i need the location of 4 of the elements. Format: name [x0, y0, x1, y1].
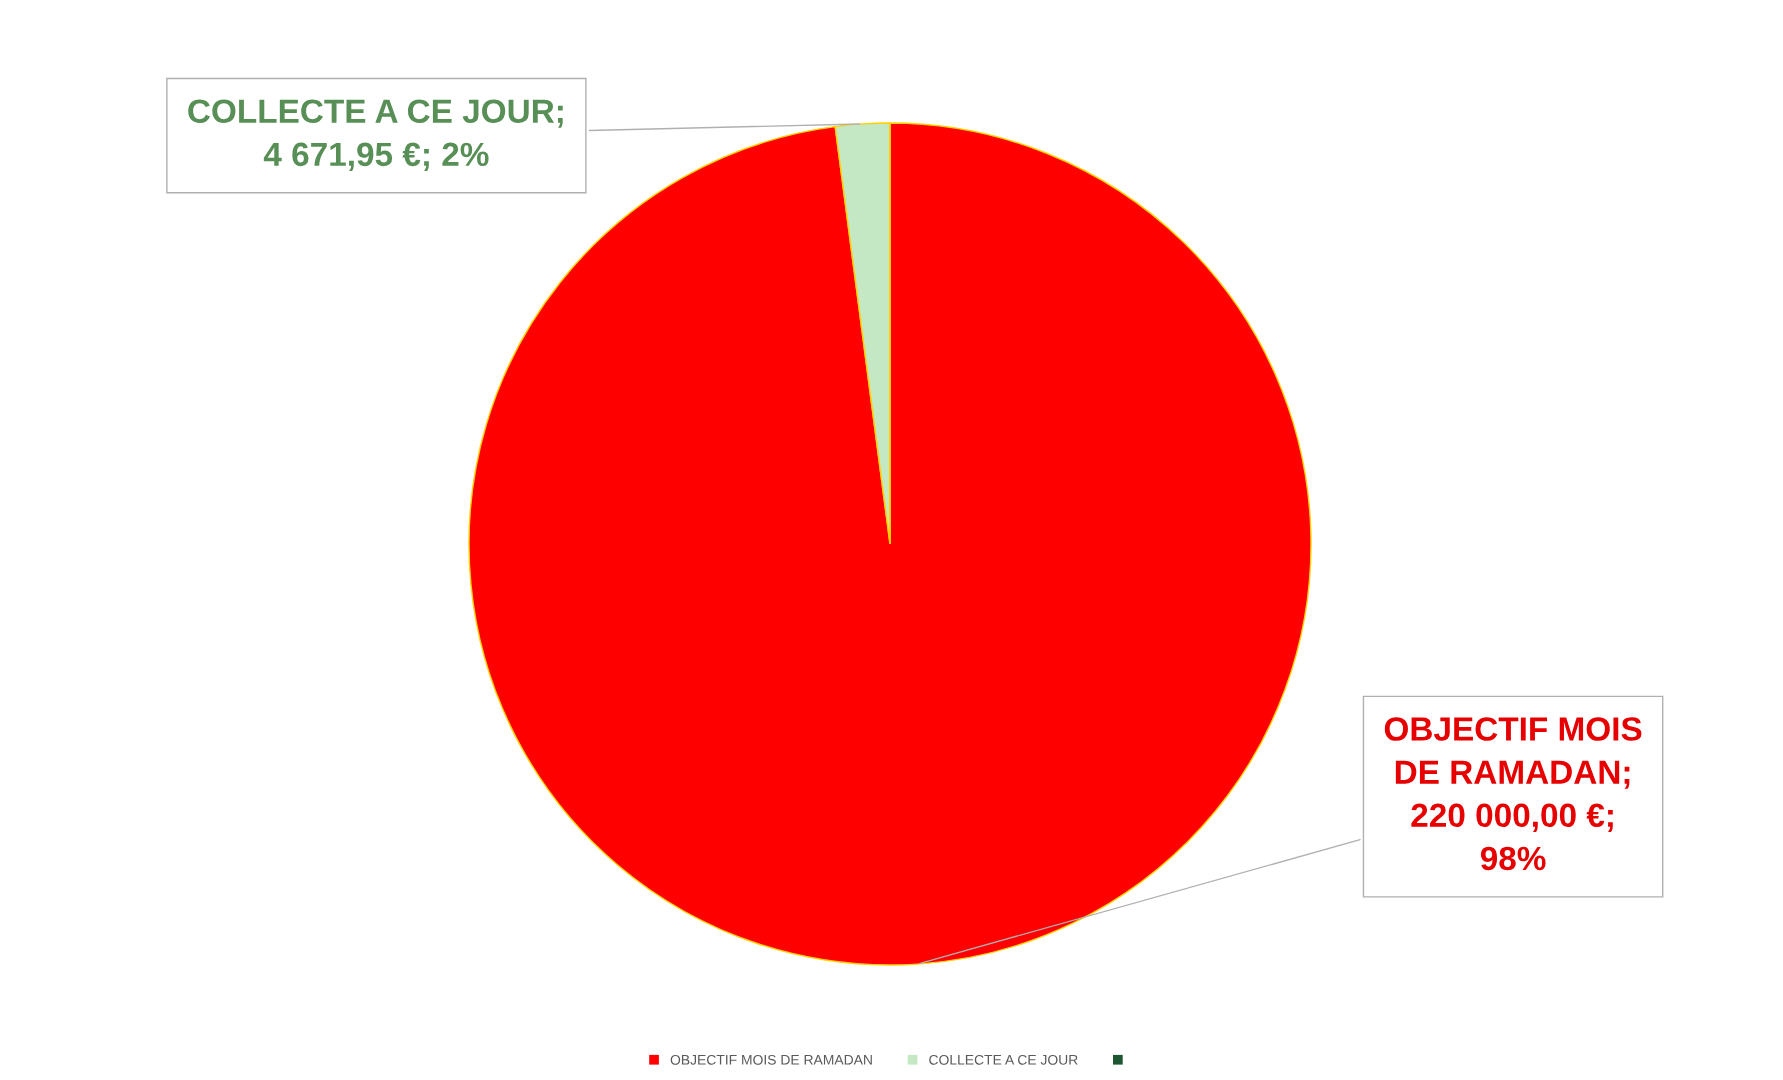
data-label: OBJECTIF MOIS DE RAMADAN; 220 000,00 €; 98% [1384, 717, 1642, 871]
legend-label: OBJECTIF MOIS DE RAMADAN [670, 1054, 872, 1065]
data-label: COLLECTE A CE JOUR; 4 671,95 €; 2% [188, 99, 563, 171]
legend-label: COLLECTE A CE JOUR [929, 1054, 1078, 1065]
